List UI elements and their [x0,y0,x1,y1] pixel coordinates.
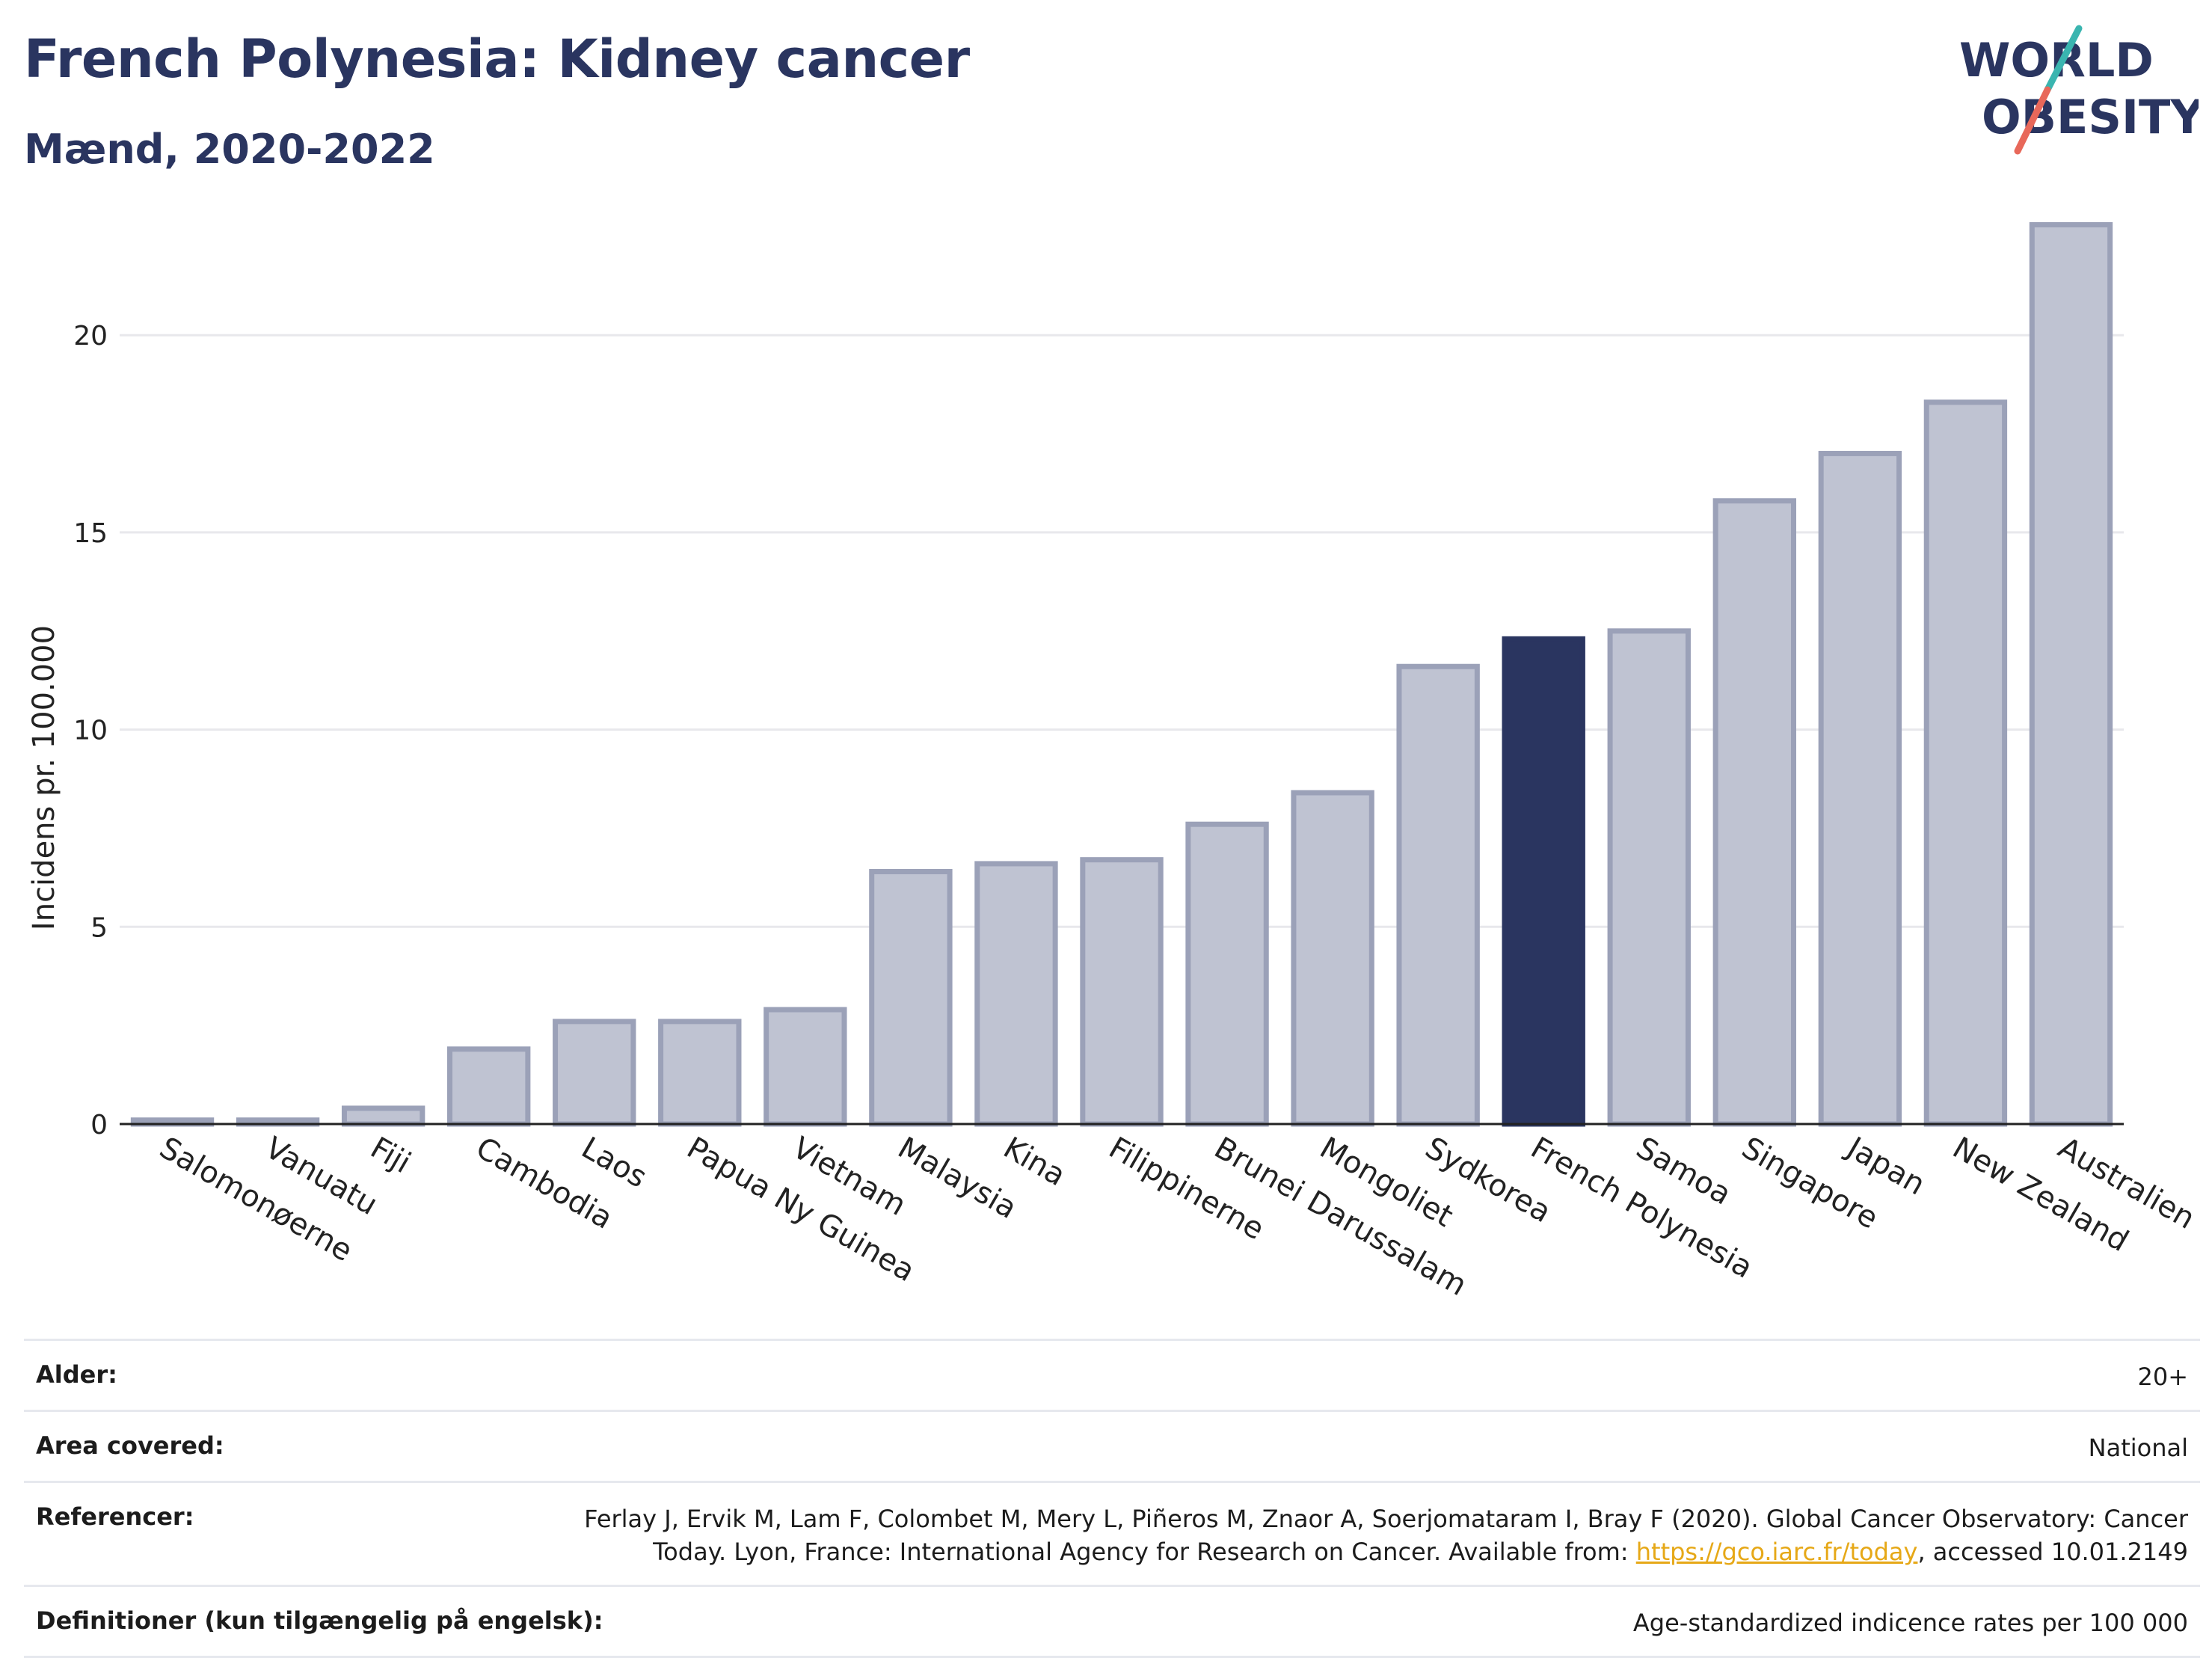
y-axis-ticks: 0 5 10 15 20 [73,321,108,1140]
meta-key-references: Referencer: [36,1502,194,1531]
x-tick-label: Kina [998,1131,1072,1193]
bar-malaysia [869,868,953,1127]
bar-brunei-darussalam [1185,821,1269,1127]
logo-line-obesity: OBESITY [1982,90,2199,144]
y-tick-label: 15 [73,518,108,549]
page-subtitle: Mænd, 2020-2022 [24,126,435,173]
y-tick-label: 20 [73,321,108,351]
bar-singapore [1712,498,1797,1127]
y-axis-title: Incidens pr. 100.000 [27,625,61,930]
y-tick-label: 5 [90,912,108,943]
meta-row-age: Alder: 20+ [24,1339,2200,1410]
logo-slash-teal [2044,25,2083,93]
y-tick-label: 0 [90,1110,108,1140]
y-tick-label: 10 [73,716,108,746]
meta-value-area: National [2088,1434,2188,1462]
meta-key-definitions: Definitioner (kun tilgængelig på engelsk… [36,1606,603,1635]
bar-cambodia [446,1046,531,1127]
bar-samoa [1607,628,1691,1127]
bar-kina [974,861,1058,1127]
world-obesity-logo: WORLD OBESITY [1959,25,2199,155]
metadata-table: Alder: 20+ Area covered: National Refere… [24,1339,2200,1658]
x-tick-label: Malaysia [892,1131,1022,1226]
bar-papua-ny-guinea [658,1019,742,1127]
logo-slash-red [2014,86,2051,155]
bar-vietnam [764,1007,847,1127]
meta-row-definitions: Definitioner (kun tilgængelig på engelsk… [24,1585,2200,1658]
meta-key-age: Alder: [36,1360,117,1389]
meta-value-definitions: Age-standardized indicence rates per 100… [1632,1609,2188,1637]
meta-row-area: Area covered: National [24,1410,2200,1481]
bar-fiji [341,1105,425,1127]
bar-new-zealand [1923,399,2008,1127]
bars [130,222,2113,1127]
reference-accessed: , accessed 10.01.2149 [1917,1538,2188,1566]
x-tick-label: New Zealand [1947,1131,2134,1259]
meta-row-references: Referencer: Ferlay J, Ervik M, Lam F, Co… [24,1481,2200,1585]
bar-french-polynesia [1502,636,1585,1127]
reference-text: Ferlay J, Ervik M, Lam F, Colombet M, Me… [584,1505,2188,1566]
x-tick-label: Fiji [365,1131,417,1181]
bar-sydkorea [1396,663,1480,1127]
meta-value-age: 20+ [2137,1363,2188,1391]
meta-key-area: Area covered: [36,1431,224,1460]
meta-value-references: Ferlay J, Ervik M, Lam F, Colombet M, Me… [580,1502,2188,1568]
x-tick-label: Laos [576,1131,653,1195]
bar-japan [1818,450,1902,1127]
bar-filippinerne [1080,857,1164,1127]
page-title: French Polynesia: Kidney cancer [24,28,970,90]
bar-laos [553,1019,636,1127]
reference-link[interactable]: https://gco.iarc.fr/today [1635,1538,1918,1566]
bar-mongoliet [1291,790,1374,1127]
bar-australien [2029,222,2113,1127]
